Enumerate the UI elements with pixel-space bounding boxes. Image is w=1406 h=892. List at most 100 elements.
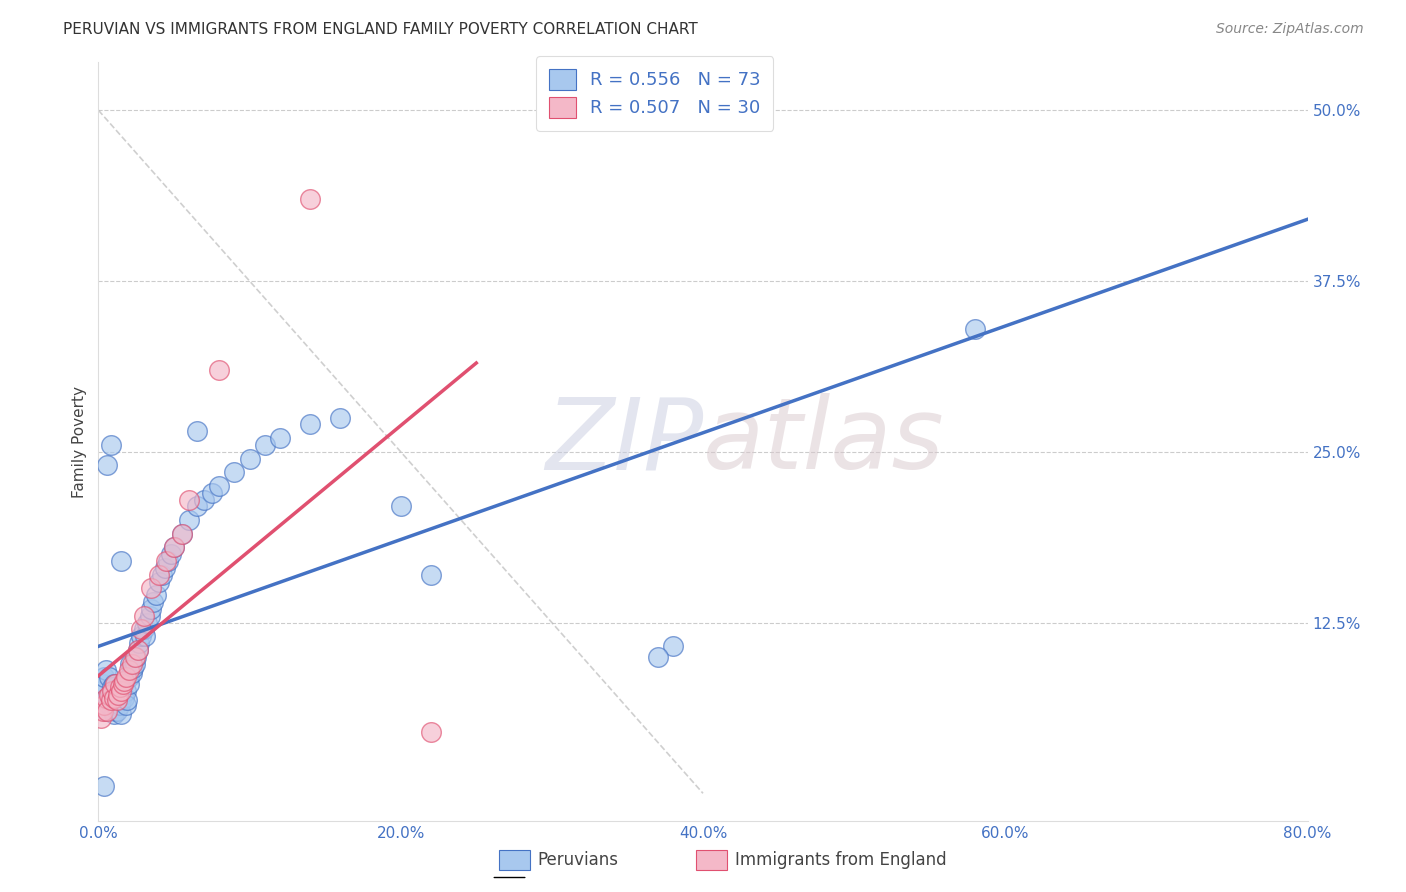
Point (107, 688, 129, 702)
Point (142, 595, 165, 609)
Point (101, 701, 124, 715)
Text: ZIP: ZIP (544, 393, 703, 490)
Point (224, 465, 246, 479)
Point (156, 554, 179, 568)
Point (93, 698, 115, 712)
Point (299, 417, 322, 432)
Point (90, 711, 112, 725)
Point (105, 690, 128, 705)
Text: Source: ZipAtlas.com: Source: ZipAtlas.com (1216, 22, 1364, 37)
Point (141, 582, 163, 596)
Point (150, 567, 173, 582)
Point (160, 547, 183, 561)
Point (101, 684, 124, 698)
Point (110, 693, 132, 707)
Point (201, 485, 224, 500)
Point (100, 693, 122, 707)
Legend: R = 0.556   N = 73, R = 0.507   N = 30: R = 0.556 N = 73, R = 0.507 N = 30 (536, 56, 773, 130)
Point (115, 693, 138, 707)
Point (170, 526, 193, 541)
Point (269, 431, 291, 445)
Point (104, 677, 127, 691)
Point (107, 693, 129, 707)
Point (186, 425, 208, 439)
Point (239, 451, 262, 466)
Point (108, 698, 131, 712)
Point (127, 643, 149, 657)
Point (420, 724, 443, 739)
Point (128, 636, 150, 650)
Point (145, 588, 167, 602)
Point (129, 623, 152, 637)
Point (208, 363, 231, 377)
Point (104, 684, 127, 698)
Point (110, 684, 132, 698)
Point (139, 608, 162, 623)
Point (108, 684, 131, 698)
Point (179, 513, 201, 527)
Point (125, 649, 148, 664)
Point (100, 438, 122, 452)
Point (100, 693, 122, 707)
Point (98, 688, 121, 702)
Y-axis label: Family Poverty: Family Poverty (72, 385, 87, 498)
Point (329, 410, 352, 425)
Point (98, 670, 121, 684)
Point (104, 698, 127, 712)
Point (148, 567, 170, 582)
Point (103, 707, 125, 722)
Point (299, 192, 322, 206)
Text: atlas: atlas (703, 393, 945, 490)
Point (114, 684, 136, 698)
Point (132, 608, 155, 623)
Point (93, 780, 115, 794)
Point (127, 643, 149, 657)
Point (121, 657, 143, 671)
Point (114, 698, 136, 712)
Point (111, 677, 134, 691)
Point (661, 639, 683, 653)
Point (103, 704, 125, 718)
Point (118, 664, 141, 678)
Point (110, 554, 132, 568)
Point (186, 500, 208, 514)
Point (124, 649, 146, 664)
Point (93, 670, 115, 684)
Text: Peruvians: Peruvians (537, 851, 619, 869)
Point (96, 704, 118, 718)
Point (101, 680, 124, 694)
Point (153, 561, 176, 575)
Point (647, 649, 669, 664)
Point (94, 690, 117, 705)
Point (91, 677, 114, 691)
Point (112, 674, 135, 689)
Point (141, 602, 163, 616)
Point (111, 688, 134, 702)
Point (170, 526, 193, 541)
Point (120, 657, 142, 671)
Point (112, 690, 135, 705)
Point (91, 704, 114, 718)
Point (124, 657, 146, 671)
Point (193, 492, 215, 507)
Point (96, 458, 118, 473)
Point (94, 664, 117, 678)
Point (103, 690, 125, 705)
Point (107, 688, 129, 702)
Point (90, 684, 112, 698)
Point (98, 698, 121, 712)
Point (420, 567, 443, 582)
Point (118, 670, 141, 684)
Point (179, 492, 201, 507)
Point (122, 660, 145, 674)
Point (965, 322, 987, 336)
Point (105, 693, 128, 707)
Point (105, 704, 128, 718)
Point (118, 677, 141, 691)
Point (100, 688, 122, 702)
Point (129, 629, 152, 643)
Text: PERUVIAN VS IMMIGRANTS FROM ENGLAND FAMILY POVERTY CORRELATION CHART: PERUVIAN VS IMMIGRANTS FROM ENGLAND FAMI… (63, 22, 697, 37)
Text: Immigrants from England: Immigrants from England (735, 851, 948, 869)
Point (132, 623, 155, 637)
Point (389, 500, 412, 514)
